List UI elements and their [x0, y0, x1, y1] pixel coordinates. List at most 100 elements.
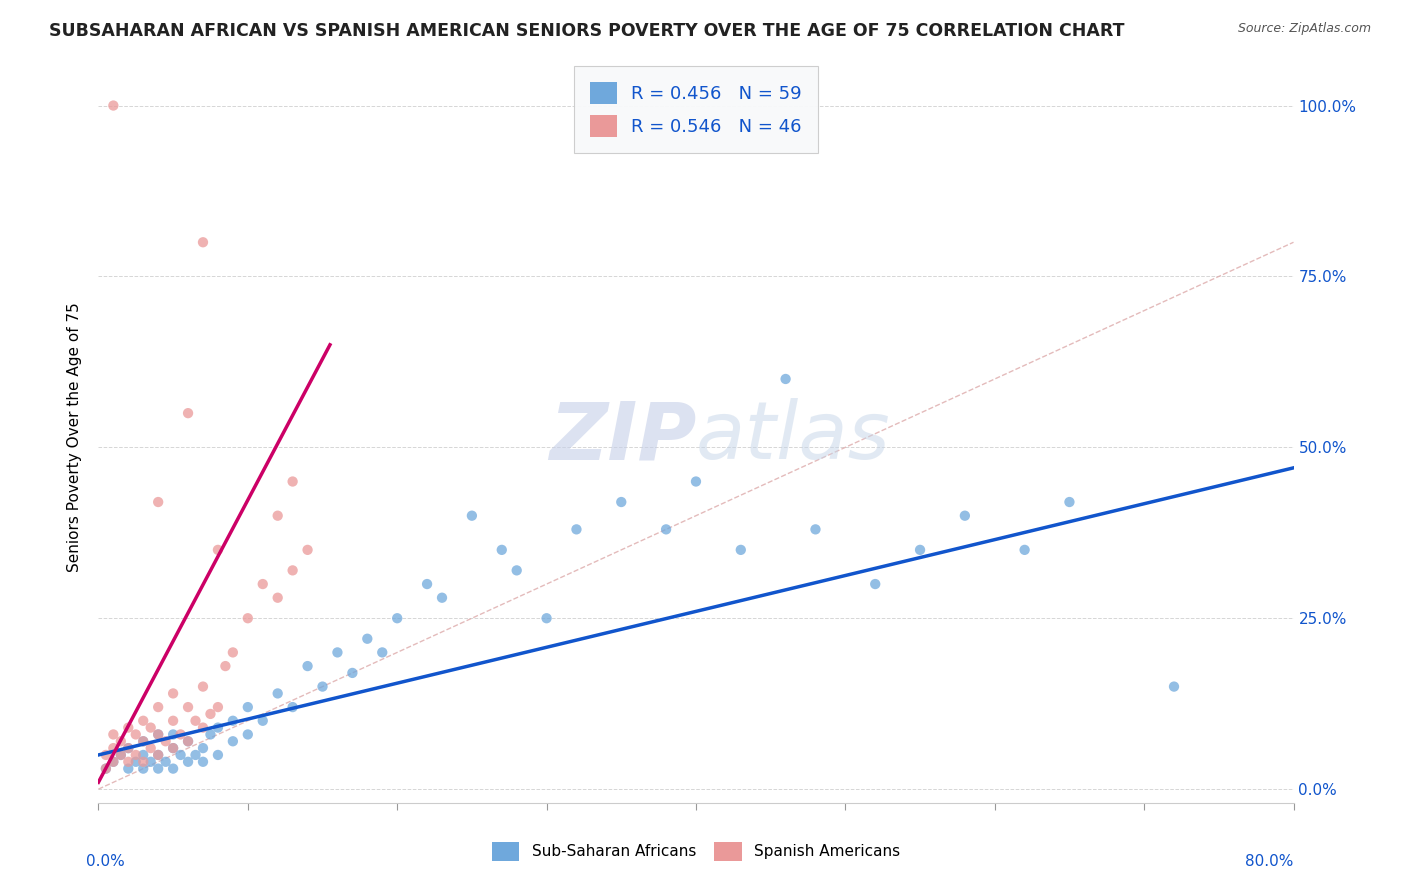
Point	[207, 747, 229, 762]
Point	[908, 542, 931, 557]
Point	[1059, 495, 1081, 509]
Point	[162, 762, 184, 776]
Point	[148, 727, 170, 741]
Point	[162, 741, 184, 756]
Point	[177, 700, 200, 714]
Point	[103, 727, 125, 741]
Point	[207, 700, 229, 714]
Point	[94, 762, 117, 776]
Point	[162, 714, 184, 728]
Point	[685, 475, 707, 489]
Point	[184, 714, 207, 728]
Point	[222, 734, 245, 748]
Text: ZIP: ZIP	[548, 398, 696, 476]
Point	[103, 741, 125, 756]
Point	[132, 762, 155, 776]
Point	[371, 645, 394, 659]
Point	[252, 714, 274, 728]
Point	[162, 741, 184, 756]
Point	[117, 741, 139, 756]
Text: Source: ZipAtlas.com: Source: ZipAtlas.com	[1237, 22, 1371, 36]
Point	[132, 747, 155, 762]
Point	[125, 727, 148, 741]
Point	[117, 721, 139, 735]
Point	[356, 632, 378, 646]
Point	[326, 645, 349, 659]
Point	[200, 727, 222, 741]
Point	[110, 734, 132, 748]
Point	[430, 591, 453, 605]
Point	[236, 700, 259, 714]
Point	[117, 755, 139, 769]
Point	[281, 700, 304, 714]
Point	[148, 747, 170, 762]
Point	[342, 665, 364, 680]
Point	[94, 747, 117, 762]
Legend: Sub-Saharan Africans, Spanish Americans: Sub-Saharan Africans, Spanish Americans	[484, 834, 908, 868]
Point	[610, 495, 633, 509]
Point	[125, 747, 148, 762]
Point	[148, 727, 170, 741]
Point	[506, 563, 529, 577]
Point	[1163, 680, 1185, 694]
Point	[103, 755, 125, 769]
Point	[222, 645, 245, 659]
Point	[177, 406, 200, 420]
Point	[536, 611, 558, 625]
Point	[184, 747, 207, 762]
Point	[191, 235, 214, 250]
Point	[865, 577, 887, 591]
Point	[117, 762, 139, 776]
Point	[267, 591, 290, 605]
Point	[214, 659, 236, 673]
Text: 80.0%: 80.0%	[1246, 854, 1294, 869]
Point	[132, 714, 155, 728]
Text: 0.0%: 0.0%	[87, 854, 125, 869]
Point	[191, 755, 214, 769]
Point	[103, 98, 125, 112]
Point	[267, 686, 290, 700]
Point	[132, 734, 155, 748]
Point	[207, 542, 229, 557]
Point	[132, 755, 155, 769]
Point	[177, 755, 200, 769]
Point	[461, 508, 484, 523]
Point	[155, 734, 177, 748]
Point	[148, 747, 170, 762]
Point	[236, 727, 259, 741]
Point	[125, 755, 148, 769]
Point	[191, 721, 214, 735]
Point	[311, 680, 333, 694]
Point	[200, 706, 222, 721]
Point	[297, 542, 319, 557]
Point	[148, 495, 170, 509]
Point	[297, 659, 319, 673]
Point	[148, 700, 170, 714]
Point	[103, 755, 125, 769]
Point	[139, 755, 162, 769]
Point	[191, 680, 214, 694]
Point	[416, 577, 439, 591]
Point	[236, 611, 259, 625]
Text: SUBSAHARAN AFRICAN VS SPANISH AMERICAN SENIORS POVERTY OVER THE AGE OF 75 CORREL: SUBSAHARAN AFRICAN VS SPANISH AMERICAN S…	[49, 22, 1125, 40]
Point	[94, 762, 117, 776]
Point	[565, 522, 588, 536]
Point	[169, 747, 191, 762]
Point	[1014, 542, 1036, 557]
Point	[222, 714, 245, 728]
Point	[281, 475, 304, 489]
Point	[155, 755, 177, 769]
Point	[110, 747, 132, 762]
Point	[177, 734, 200, 748]
Point	[148, 762, 170, 776]
Y-axis label: Seniors Poverty Over the Age of 75: Seniors Poverty Over the Age of 75	[67, 302, 83, 572]
Point	[281, 563, 304, 577]
Point	[252, 577, 274, 591]
Point	[177, 734, 200, 748]
Point	[207, 721, 229, 735]
Point	[139, 721, 162, 735]
Point	[267, 508, 290, 523]
Point	[162, 686, 184, 700]
Point	[191, 741, 214, 756]
Point	[385, 611, 409, 625]
